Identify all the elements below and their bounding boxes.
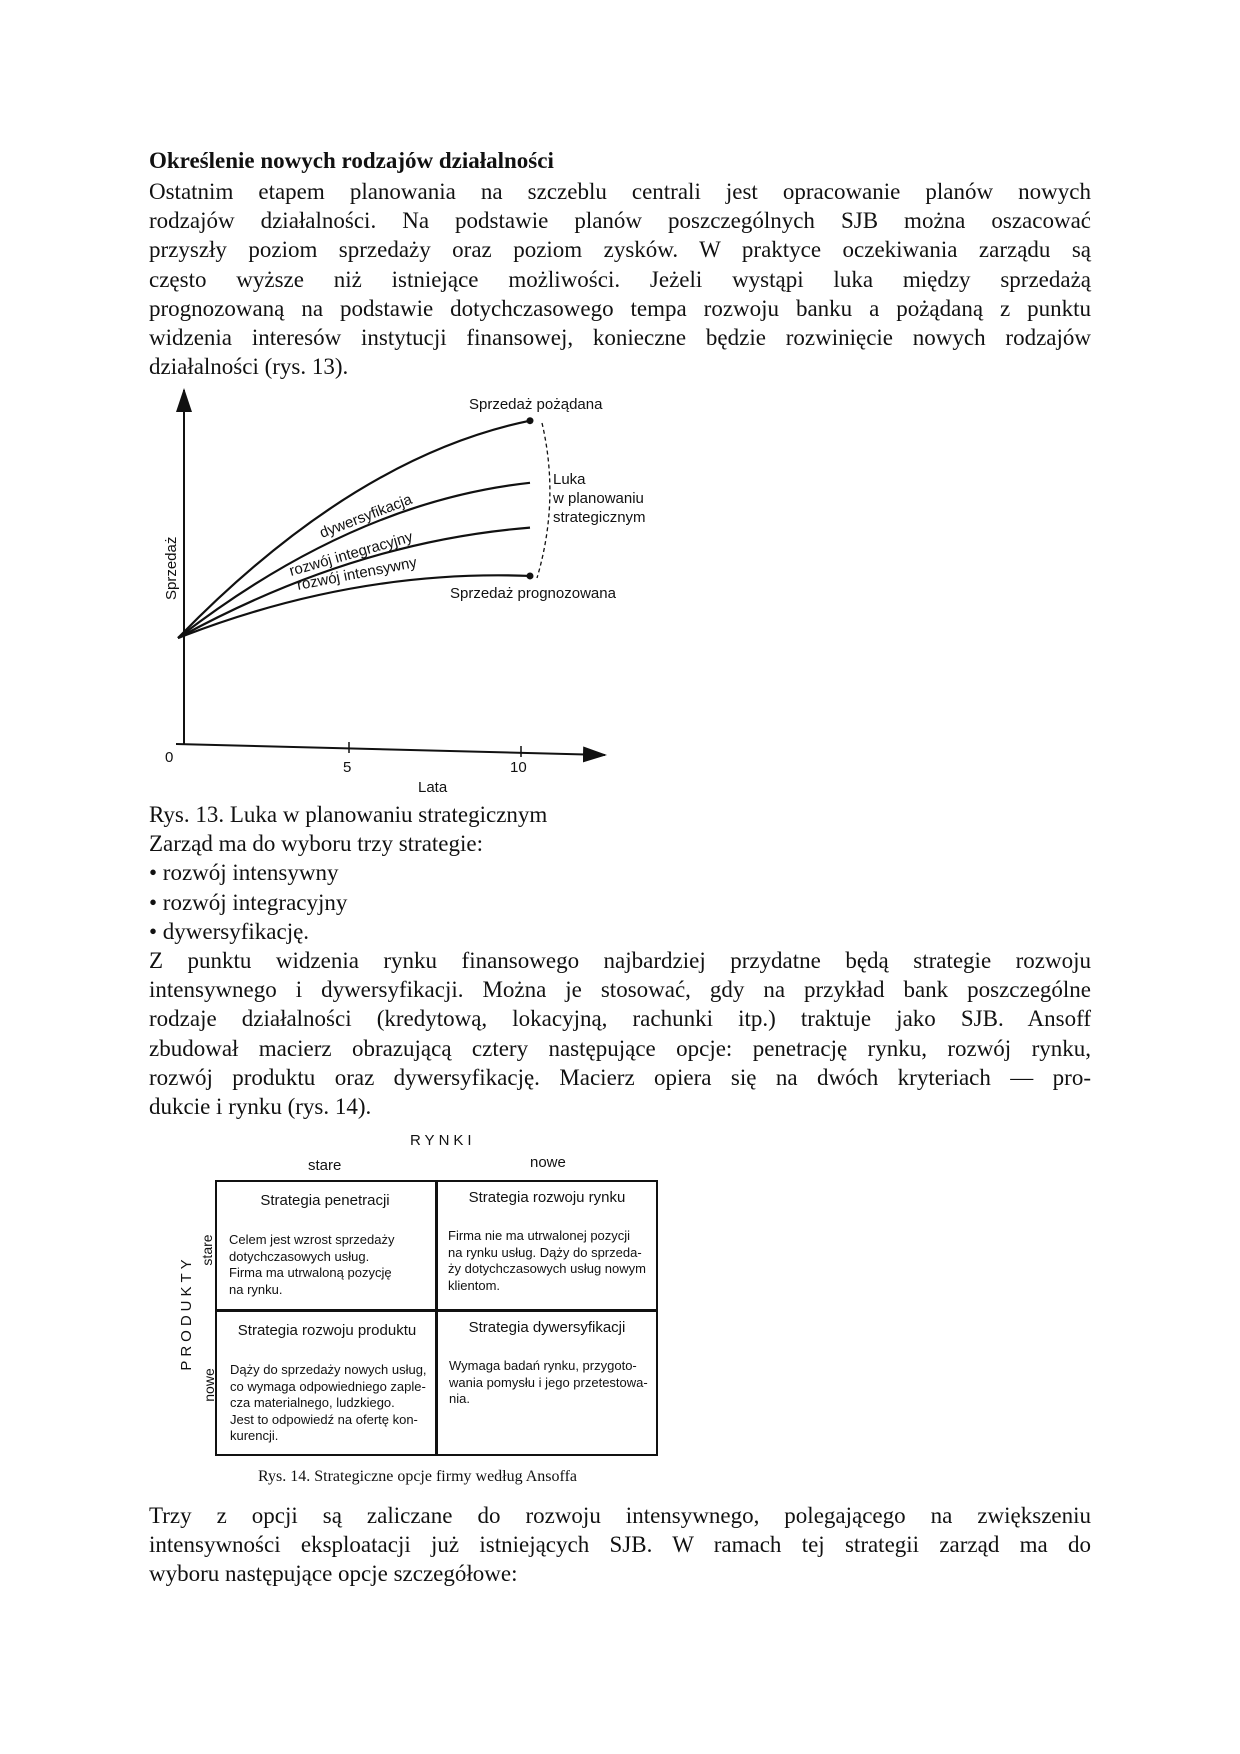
- text-line: rodzaje działalności (kredytową, lokacyj…: [149, 1006, 1091, 1032]
- gap-label: w planowaniu: [552, 490, 644, 507]
- series-end-marker: [526, 417, 534, 425]
- text-line: Ostatnim etapem planowania na szczeblu c…: [149, 179, 1091, 204]
- x-axis: [175, 743, 607, 763]
- text-line: wyboru następujące opcje szczegółowe:: [149, 1561, 518, 1587]
- text-line: widzenia interesów instytucji finansowej…: [149, 325, 1091, 351]
- cell-text: Firma nie ma utrwalonej pozycji na rynku …: [448, 1228, 646, 1293]
- col-label-stare: stare: [308, 1157, 342, 1174]
- list-item: • rozwój integracyjny: [149, 889, 348, 915]
- text-line: dukcie i rynku (rys. 14).: [149, 1094, 372, 1120]
- x-tick-label: 0: [165, 749, 173, 766]
- cell-text: Dąży do sprzedaży nowych usług, co wymaga…: [230, 1362, 427, 1443]
- paragraph-1: Ostatnim etapem planowania na szczeblu c…: [149, 177, 1091, 381]
- matrix-divider-vertical: [435, 1180, 438, 1456]
- gap-label: Luka: [553, 471, 586, 488]
- figure-13-and-list: Rys. 13. Luka w planowaniu strategicznym…: [149, 800, 1091, 946]
- cell-text: Wymaga badań rynku, przygoto-wania pomys…: [449, 1358, 648, 1406]
- row-label-stare: stare: [198, 1234, 215, 1266]
- matrix-divider-horizontal: [215, 1309, 658, 1312]
- text-line: Trzy z opcji są zaliczane do rozwoju int…: [149, 1503, 1091, 1528]
- x-tick-label: 10: [510, 759, 527, 776]
- figure-caption: Rys. 13. Luka w planowaniu strategicznym: [149, 802, 548, 827]
- markets-title: RYNKI: [410, 1132, 476, 1149]
- gap-bracket: [536, 422, 551, 579]
- section-heading: Określenie nowych rodzajów działalności: [149, 148, 554, 173]
- col-label-nowe: nowe: [530, 1154, 566, 1171]
- list-item: • rozwój intensywny: [149, 860, 339, 886]
- cell-title: Strategia penetracji: [260, 1192, 390, 1209]
- paragraph-2: Z punktu widzenia rynku finansowego najb…: [149, 946, 1091, 1121]
- series-line-0: [177, 419, 531, 639]
- desired-sales-label: Sprzedaż pożądana: [469, 396, 603, 413]
- x-tick-label: 5: [343, 759, 351, 776]
- text-line: rodzajów działalności. Na podstawie plan…: [149, 208, 1091, 234]
- text-line: Z punktu widzenia rynku finansowego najb…: [149, 948, 1091, 973]
- cell-title: Strategia rozwoju produktu: [237, 1322, 417, 1339]
- gap-chart: 0 5 10 Lata Sprzedaż Sprzedaż pożądana S…: [163, 388, 646, 796]
- text-line: przyszły poziom sprzedaży oraz poziom zy…: [149, 237, 1091, 263]
- products-title: PRODUKTY: [177, 1255, 195, 1371]
- series-line-3: [177, 574, 531, 640]
- series-line-2: [177, 526, 531, 640]
- text-line: intensywności eksploatacji już istniejąc…: [149, 1532, 1091, 1558]
- figure-14-caption: Rys. 14. Strategiczne opcje firmy według…: [258, 1468, 577, 1485]
- text-line: działalności (rys. 13).: [149, 354, 349, 380]
- text-line: zbudował macierz obrazującą cztery nastę…: [149, 1035, 1091, 1061]
- list-item: • dywersyfikację.: [149, 918, 310, 944]
- y-axis-label: Sprzedaż: [163, 537, 180, 600]
- text-line: często wyższe niż istniejące możliwości.…: [149, 266, 1091, 292]
- series-line-1: [177, 481, 531, 639]
- cell-title: Strategia dywersyfikacji: [468, 1319, 626, 1336]
- gap-label: strategicznym: [553, 509, 646, 526]
- strategies-intro: Zarząd ma do wyboru trzy strategie:: [149, 831, 484, 857]
- forecast-sales-label: Sprzedaż prognozowana: [450, 585, 617, 602]
- paragraph-3: Trzy z opcji są zaliczane do rozwoju int…: [149, 1501, 1091, 1589]
- x-axis-label: Lata: [418, 779, 448, 796]
- cell-title: Strategia rozwoju rynku: [468, 1189, 626, 1206]
- series-end-marker: [526, 572, 534, 580]
- text-line: rozwój produktu oraz dywersyfikację. Mac…: [149, 1064, 1091, 1090]
- cell-text: Celem jest wzrost sprzedaży dotychczasowy…: [229, 1232, 395, 1297]
- text-line: intensywnego i dywersyfikacji. Można je …: [149, 977, 1091, 1003]
- text-line: prognozowaną na podstawie dotychczasoweg…: [149, 295, 1091, 321]
